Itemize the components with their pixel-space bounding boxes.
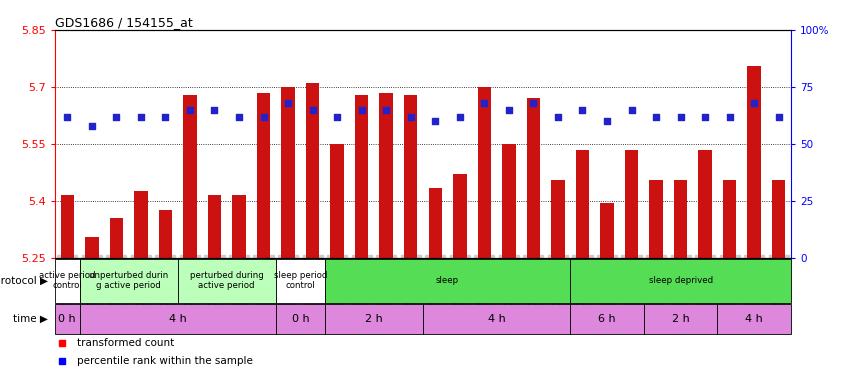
Bar <box>429 188 442 258</box>
Bar <box>208 195 221 258</box>
Bar <box>644 304 717 334</box>
Bar <box>699 150 711 258</box>
Text: unperturbed durin
g active period: unperturbed durin g active period <box>89 271 168 290</box>
Bar <box>331 144 343 258</box>
Point <box>330 114 343 120</box>
Text: sleep: sleep <box>436 276 459 285</box>
Bar <box>233 195 245 258</box>
Point <box>183 107 196 113</box>
Bar <box>55 259 80 303</box>
Point <box>673 114 687 120</box>
Point <box>159 114 173 120</box>
Point <box>526 100 540 106</box>
Text: percentile rank within the sample: percentile rank within the sample <box>77 356 253 366</box>
Bar <box>355 94 368 258</box>
Bar <box>625 150 638 258</box>
Bar <box>380 93 393 258</box>
Point <box>650 114 663 120</box>
Point <box>575 107 589 113</box>
Bar <box>772 180 785 258</box>
Text: time ▶: time ▶ <box>14 314 48 324</box>
Bar <box>570 259 791 303</box>
Bar <box>282 87 294 258</box>
Bar <box>601 203 613 258</box>
Text: protocol ▶: protocol ▶ <box>0 276 48 286</box>
Point <box>453 114 467 120</box>
Bar <box>423 304 570 334</box>
Text: transformed count: transformed count <box>77 338 174 348</box>
Bar <box>135 192 147 258</box>
Bar <box>159 210 172 258</box>
Bar <box>276 259 325 303</box>
Point <box>379 107 393 113</box>
Point <box>772 114 785 120</box>
Bar <box>257 93 270 258</box>
Bar <box>80 304 276 334</box>
Bar <box>325 259 570 303</box>
Point <box>624 107 638 113</box>
Point <box>698 114 711 120</box>
Bar <box>717 304 791 334</box>
Bar <box>55 304 80 334</box>
Point <box>747 100 761 106</box>
Text: 4 h: 4 h <box>169 314 186 324</box>
Point <box>502 107 515 113</box>
Text: 4 h: 4 h <box>745 314 763 324</box>
Bar <box>85 237 98 258</box>
Bar <box>276 304 325 334</box>
Bar <box>650 180 662 258</box>
Point <box>60 114 74 120</box>
Point <box>281 100 294 106</box>
Point <box>552 114 565 120</box>
Bar <box>306 83 319 258</box>
Point <box>232 114 245 120</box>
Point <box>404 114 418 120</box>
Point <box>85 123 98 129</box>
Text: 0 h: 0 h <box>292 314 309 324</box>
Bar <box>576 150 589 258</box>
Text: perturbed during
active period: perturbed during active period <box>190 271 264 290</box>
Bar <box>178 259 276 303</box>
Bar <box>184 94 196 258</box>
Text: 2 h: 2 h <box>365 314 382 324</box>
Bar <box>503 144 515 258</box>
Bar <box>674 180 687 258</box>
Bar <box>325 304 423 334</box>
Point <box>477 100 491 106</box>
Bar <box>552 180 564 258</box>
Text: 6 h: 6 h <box>598 314 616 324</box>
Point <box>256 114 270 120</box>
Bar <box>723 180 736 258</box>
Bar <box>748 66 761 258</box>
Point <box>134 114 147 120</box>
Text: 4 h: 4 h <box>488 314 505 324</box>
Text: 2 h: 2 h <box>672 314 689 324</box>
Point <box>305 107 319 113</box>
Text: sleep deprived: sleep deprived <box>649 276 712 285</box>
Point <box>207 107 221 113</box>
Text: sleep period
control: sleep period control <box>273 271 327 290</box>
Bar <box>453 174 466 258</box>
Text: 0 h: 0 h <box>58 314 76 324</box>
Point <box>109 114 124 120</box>
Bar <box>61 195 74 258</box>
Point <box>722 114 736 120</box>
Text: GDS1686 / 154155_at: GDS1686 / 154155_at <box>55 16 193 29</box>
Text: active period
control: active period control <box>39 271 96 290</box>
Point <box>601 118 614 124</box>
Bar <box>527 98 540 258</box>
Bar <box>570 304 644 334</box>
Point <box>354 107 368 113</box>
Bar <box>404 94 417 258</box>
Bar <box>478 87 491 258</box>
Bar <box>80 259 178 303</box>
Point <box>428 118 442 124</box>
Bar <box>110 218 123 258</box>
